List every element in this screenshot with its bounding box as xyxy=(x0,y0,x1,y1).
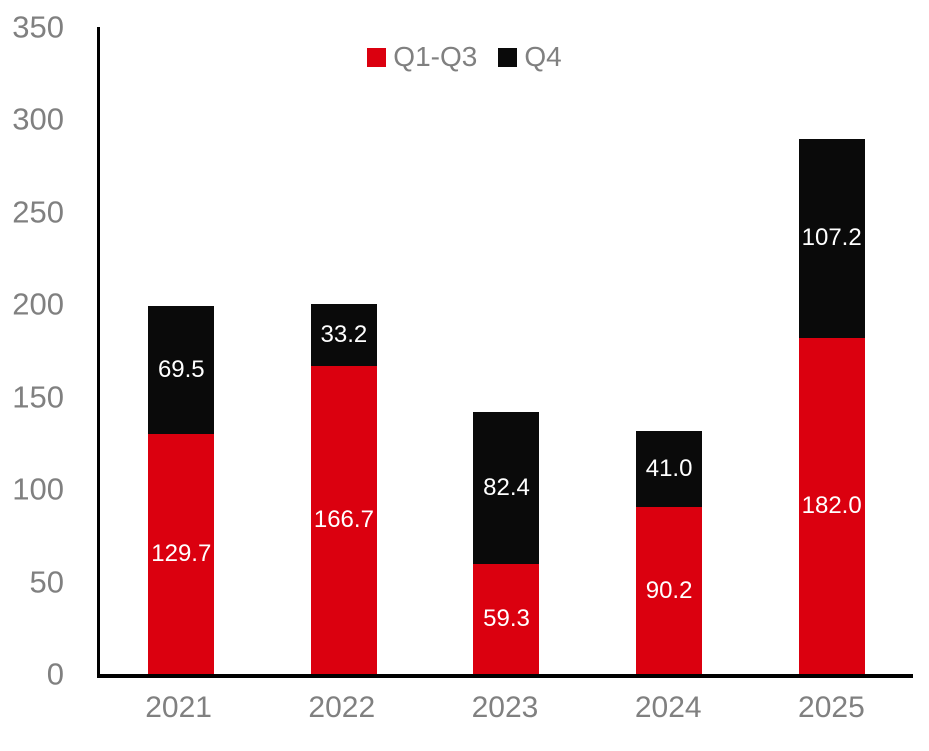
bar-value-label: 90.2 xyxy=(645,576,693,604)
bar-value-label: 107.2 xyxy=(801,224,862,252)
y-axis-tick-label: 0 xyxy=(46,656,64,692)
bar-slot-2022: 166.7 33.2 xyxy=(263,27,426,674)
y-axis: 0 50 100 150 200 250 300 350 xyxy=(0,12,64,690)
y-axis-tick-label: 50 xyxy=(29,564,64,600)
bar-slot-2021: 129.7 69.5 xyxy=(100,27,263,674)
x-axis-tick-label: 2021 xyxy=(145,691,212,724)
bar-value-label: 166.7 xyxy=(313,505,374,533)
bar-segment-q4: 69.5 xyxy=(148,305,215,435)
bar-group-2023: 59.3 82.4 xyxy=(473,412,540,674)
x-axis-tick-label: 2022 xyxy=(308,691,376,724)
bar-segment-q1-q3: 90.2 xyxy=(636,507,703,674)
bar-segment-q4: 82.4 xyxy=(473,412,540,565)
x-axis-tick-label: 2025 xyxy=(798,691,865,724)
x-axis: 2021 2022 2023 2024 2025 xyxy=(97,690,913,726)
legend-swatch-icon xyxy=(498,47,518,67)
bar-segment-q1-q3: 166.7 xyxy=(310,365,377,674)
chart-legend: Q1-Q3 Q4 xyxy=(0,43,929,71)
bar-segment-q1-q3: 59.3 xyxy=(473,564,540,674)
bar-slot-2025: 182.0 107.2 xyxy=(750,27,913,674)
legend-label: Q4 xyxy=(524,41,562,72)
bar-segment-q4: 41.0 xyxy=(636,431,703,508)
bar-value-label: 69.5 xyxy=(157,356,205,384)
bar-value-label: 33.2 xyxy=(320,321,368,349)
bar-group-2022: 166.7 33.2 xyxy=(310,304,377,674)
y-axis-tick-label: 300 xyxy=(12,101,64,137)
legend-swatch-icon xyxy=(367,47,387,67)
plot-area: 129.7 69.5 166.7 33.2 59.3 82.4 90.2 41.0 182.0 1… xyxy=(97,27,913,678)
bar-slot-2024: 90.2 41.0 xyxy=(588,27,751,674)
bar-segment-q1-q3: 129.7 xyxy=(148,434,215,674)
y-axis-tick-label: 250 xyxy=(12,194,64,230)
bar-segment-q4: 33.2 xyxy=(310,304,377,366)
bar-group-2021: 129.7 69.5 xyxy=(148,305,215,674)
legend-item-q1-q3: Q1-Q3 xyxy=(367,43,477,71)
y-axis-tick-label: 100 xyxy=(12,471,64,507)
legend-item-q4: Q4 xyxy=(498,41,562,72)
x-axis-tick-label: 2024 xyxy=(634,691,702,724)
y-axis-tick-label: 350 xyxy=(12,9,64,45)
bar-segment-q1-q3: 182.0 xyxy=(798,337,865,674)
bar-segment-q4: 107.2 xyxy=(798,139,865,338)
bar-slot-2023: 59.3 82.4 xyxy=(425,27,588,674)
bar-group-2024: 90.2 41.0 xyxy=(636,431,703,674)
legend-label: Q1-Q3 xyxy=(393,41,478,72)
bar-value-label: 82.4 xyxy=(483,474,530,502)
bar-group-2025: 182.0 107.2 xyxy=(798,139,865,674)
y-axis-tick-label: 200 xyxy=(12,286,64,322)
x-axis-tick-label: 2023 xyxy=(471,691,539,724)
bar-value-label: 182.0 xyxy=(801,491,862,519)
bar-value-label: 41.0 xyxy=(645,455,693,483)
y-axis-tick-label: 150 xyxy=(12,379,64,415)
bar-value-label: 59.3 xyxy=(483,605,530,633)
bar-value-label: 129.7 xyxy=(151,540,212,568)
